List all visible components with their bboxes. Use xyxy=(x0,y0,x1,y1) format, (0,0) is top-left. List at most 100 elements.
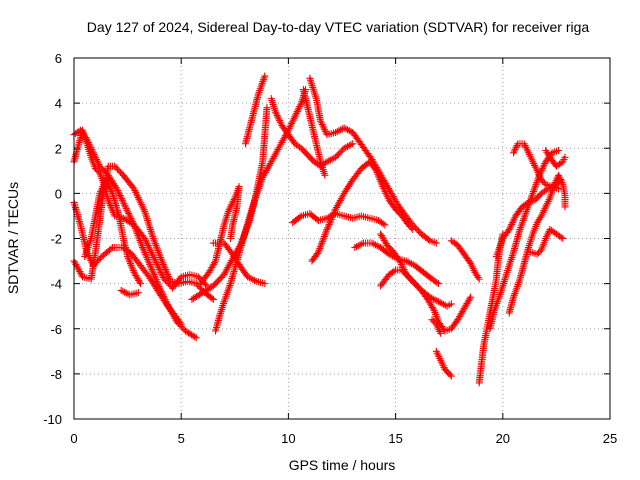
data-point-trail xyxy=(529,249,539,258)
data-point xyxy=(272,108,280,116)
data-point-trail xyxy=(510,142,521,155)
data-point xyxy=(555,147,563,155)
data-point-trail xyxy=(378,272,392,288)
data-point xyxy=(158,257,166,265)
data-point-trail xyxy=(384,243,396,255)
data-point-trail xyxy=(506,295,517,315)
data-point-trail xyxy=(90,150,103,169)
data-point-trail xyxy=(272,110,285,128)
data-point xyxy=(349,140,357,148)
data-point-trail xyxy=(516,261,528,281)
data-point-trail xyxy=(404,258,417,269)
data-point-trail xyxy=(480,322,491,349)
data-point xyxy=(227,235,235,242)
data-point-trail xyxy=(430,276,441,286)
data-point-trail xyxy=(115,214,127,241)
data-point-trail xyxy=(461,252,474,266)
data-point-trail xyxy=(242,117,255,146)
data-point-trail xyxy=(279,123,291,137)
data-point-trail xyxy=(88,155,99,171)
data-point-trail xyxy=(225,196,238,214)
data-point xyxy=(555,185,563,193)
series-track-28 xyxy=(542,147,569,170)
data-point-trail xyxy=(431,309,442,324)
data-point-trail xyxy=(313,96,324,123)
data-point-trail xyxy=(177,278,189,287)
y-tick-label: -6 xyxy=(50,322,62,337)
data-point-trail xyxy=(491,290,504,313)
series-track-18 xyxy=(351,239,442,288)
data-point-trail xyxy=(488,277,500,304)
data-point-trail xyxy=(548,227,559,237)
data-point-trail xyxy=(410,222,424,236)
data-point xyxy=(505,225,513,233)
data-point-trail xyxy=(131,187,148,214)
data-point-trail xyxy=(493,254,502,281)
data-point-trail xyxy=(472,270,482,281)
data-point xyxy=(291,113,299,121)
data-point xyxy=(141,235,149,242)
data-point xyxy=(224,207,232,215)
data-point-trail xyxy=(129,252,143,268)
data-point-trail xyxy=(246,191,260,223)
data-point-trail xyxy=(394,266,404,274)
data-point-trail xyxy=(378,245,392,257)
data-point-trail xyxy=(521,142,532,155)
data-point-trail xyxy=(461,295,474,311)
data-point-trail xyxy=(189,290,205,302)
data-point-trail xyxy=(105,198,118,218)
data-point-trail xyxy=(309,250,321,264)
data-point-trail xyxy=(188,271,200,280)
data-point xyxy=(136,280,144,288)
data-point-trail xyxy=(248,92,262,121)
data-point-trail xyxy=(399,267,411,280)
data-point-trail xyxy=(356,139,369,153)
data-point-trail xyxy=(131,222,148,241)
data-point-trail xyxy=(436,319,448,334)
data-point xyxy=(559,235,567,242)
data-point-trail xyxy=(70,200,84,227)
data-point-trail xyxy=(406,274,418,286)
data-point-trail xyxy=(216,300,227,317)
data-point-trail xyxy=(395,202,407,216)
data-point-trail xyxy=(306,76,320,101)
data-point-trail xyxy=(221,257,236,277)
data-point-trail xyxy=(388,191,401,207)
data-point xyxy=(261,72,269,80)
data-point-trail xyxy=(233,184,243,209)
data-point-trail xyxy=(72,127,83,138)
data-point-trail xyxy=(535,247,544,257)
data-point xyxy=(220,271,228,279)
data-point xyxy=(321,171,329,179)
x-axis-label: GPS time / hours xyxy=(289,457,396,473)
x-tick-label: 20 xyxy=(496,431,510,446)
data-point-trail xyxy=(106,162,117,170)
data-point xyxy=(209,295,217,303)
series-track-14 xyxy=(308,158,417,265)
data-point-trail xyxy=(500,227,512,241)
data-point-trail xyxy=(448,317,461,331)
data-point-trail xyxy=(333,146,347,160)
data-point-trail xyxy=(380,184,392,202)
data-point-trail xyxy=(88,214,99,241)
data-point-trail xyxy=(543,196,553,209)
data-point-trail xyxy=(105,173,120,191)
data-point-trail xyxy=(92,191,103,218)
data-point-trail xyxy=(131,270,144,286)
data-point-trail xyxy=(428,294,441,305)
data-point-trail xyxy=(325,211,338,221)
data-point xyxy=(372,167,380,175)
data-point-trail xyxy=(429,317,439,327)
data-point-trail xyxy=(351,213,363,222)
data-point xyxy=(149,235,157,242)
data-point-trail xyxy=(71,259,86,279)
data-point-trail xyxy=(87,250,99,281)
series-track-16 xyxy=(299,86,329,179)
data-point-trail xyxy=(83,142,95,159)
data-point-trail xyxy=(387,267,398,277)
data-point-trail xyxy=(259,133,269,164)
y-axis: -10 -8 -6 -4 -2 0 2 4 6 xyxy=(43,51,610,427)
data-point-trail xyxy=(79,128,90,146)
x-tick-label: 10 xyxy=(281,431,295,446)
data-point-trail xyxy=(255,74,268,96)
